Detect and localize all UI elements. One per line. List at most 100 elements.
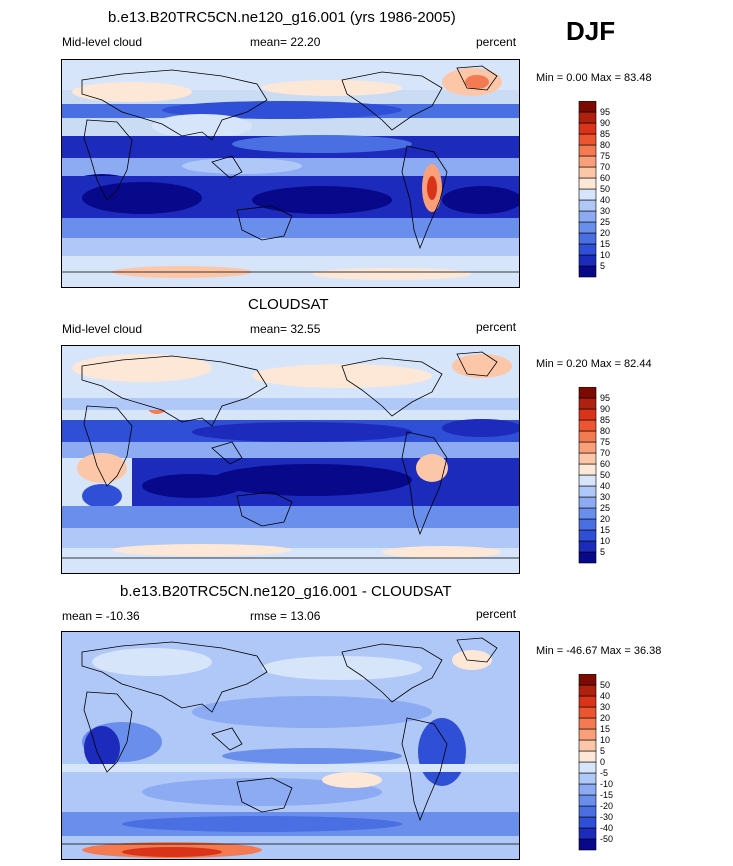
- colorbar-swatch: [578, 474, 597, 487]
- colorbar-tick-label: 50: [600, 470, 610, 480]
- colorbar-swatch: [578, 265, 597, 278]
- colorbar-tick-label: 60: [600, 459, 610, 469]
- panel-3-title: b.e13.B20TRC5CN.ne120_g16.001 - CLOUDSAT: [120, 583, 452, 600]
- colorbar-swatch: [578, 674, 597, 686]
- colorbar-tick-label: 15: [600, 525, 610, 535]
- colorbar-tick-label: -10: [600, 779, 613, 789]
- colorbar-swatch: [578, 452, 597, 465]
- panel-2-units: percent: [476, 320, 517, 334]
- colorbar-swatch: [578, 387, 597, 399]
- colorbar-swatch: [578, 254, 597, 267]
- colorbar-tick-label: -5: [600, 768, 608, 778]
- colorbar-swatch: [578, 717, 597, 730]
- colorbar-tick-label: 75: [600, 151, 610, 161]
- colorbar-tick-label: 60: [600, 173, 610, 183]
- colorbar-tick-label: 10: [600, 536, 610, 546]
- panel-1-title: b.e13.B20TRC5CN.ne120_g16.001 (yrs 1986-…: [108, 9, 456, 26]
- colorbar-swatch: [578, 122, 597, 135]
- colorbar-swatch: [578, 397, 597, 410]
- colorbar-swatch: [578, 783, 597, 796]
- colorbar-swatch: [578, 684, 597, 697]
- colorbar-swatch: [578, 221, 597, 234]
- colorbar-tick-label: 15: [600, 239, 610, 249]
- colorbar-tick-label: 10: [600, 250, 610, 260]
- colorbar-swatch: [578, 419, 597, 432]
- panel-2-minmax: Min = 0.20 Max = 82.44: [536, 358, 652, 370]
- colorbar-swatch: [578, 101, 597, 113]
- colorbar-tick-label: 20: [600, 514, 610, 524]
- panel-3-units: percent: [476, 607, 517, 621]
- colorbar-tick-label: -15: [600, 790, 613, 800]
- colorbar-swatch: [578, 794, 597, 807]
- colorbar-tick-label: 80: [600, 140, 610, 150]
- colorbar-tick-label: 20: [600, 228, 610, 238]
- colorbar-swatch: [578, 816, 597, 829]
- colorbar-tick-label: 20: [600, 713, 610, 723]
- panel-1-left-label: Mid-level cloud: [62, 35, 143, 49]
- colorbar-tick-label: -40: [600, 823, 613, 833]
- colorbar-swatch: [578, 507, 597, 520]
- colorbar-swatch: [578, 243, 597, 256]
- panel-3-map-svg: [62, 632, 519, 859]
- colorbar-swatch: [578, 133, 597, 146]
- panel-1-mean: mean= 22.20: [250, 35, 321, 49]
- colorbar-tick-label: 40: [600, 195, 610, 205]
- colorbar-tick-label: 40: [600, 481, 610, 491]
- colorbar-swatch: [578, 155, 597, 168]
- colorbar-swatch: [578, 827, 597, 840]
- season-label: DJF: [566, 16, 616, 46]
- colorbar-tick-label: 5: [600, 547, 605, 557]
- colorbar-swatch: [578, 111, 597, 124]
- colorbar-swatch: [578, 144, 597, 157]
- colorbar-tick-label: 85: [600, 415, 610, 425]
- colorbar-tick-label: -30: [600, 812, 613, 822]
- colorbar-swatch: [578, 485, 597, 498]
- colorbar-tick-label: 40: [600, 691, 610, 701]
- colorbar-tick-label: -20: [600, 801, 613, 811]
- colorbar-swatch: [578, 496, 597, 509]
- colorbar-tick-label: 70: [600, 162, 610, 172]
- colorbar-tick-label: 50: [600, 184, 610, 194]
- panel-1-map: [61, 59, 520, 288]
- colorbar-tick-label: 50: [600, 680, 610, 690]
- colorbar-swatch: [578, 166, 597, 179]
- colorbar-swatch: [578, 838, 597, 851]
- colorbar-tick-label: 5: [600, 261, 605, 271]
- colorbar-swatch: [578, 408, 597, 421]
- colorbar-swatch: [578, 706, 597, 719]
- colorbar-tick-label: 25: [600, 217, 610, 227]
- colorbar-swatch: [578, 750, 597, 763]
- colorbar-tick-label: 0: [600, 757, 605, 767]
- colorbar-tick-label: 90: [600, 118, 610, 128]
- colorbar-tick-label: 30: [600, 206, 610, 216]
- colorbar-tick-label: 95: [600, 393, 610, 403]
- colorbar-tick-label: 70: [600, 448, 610, 458]
- colorbar-tick-label: 15: [600, 724, 610, 734]
- panel-1-minmax: Min = 0.00 Max = 83.48: [536, 72, 652, 84]
- colorbar-swatch: [578, 529, 597, 542]
- colorbar-swatch: [578, 199, 597, 212]
- colorbar-tick-label: 85: [600, 129, 610, 139]
- panel-2-title: CLOUDSAT: [248, 296, 329, 313]
- colorbar-swatch: [578, 430, 597, 443]
- panel-3-minmax: Min = -46.67 Max = 36.38: [536, 645, 662, 657]
- colorbar-tick-label: 80: [600, 426, 610, 436]
- panel-3-map: [61, 631, 520, 860]
- colorbar-swatch: [578, 232, 597, 245]
- colorbar-tick-label: 95: [600, 107, 610, 117]
- panel-1-units: percent: [476, 35, 517, 49]
- panel-2-map-svg: [62, 346, 519, 573]
- panel-3-rmse: rmse = 13.06: [250, 609, 321, 623]
- colorbar-swatch: [578, 463, 597, 476]
- colorbar-tick-label: 30: [600, 492, 610, 502]
- panel-2-left-label: Mid-level cloud: [62, 322, 143, 336]
- colorbar-swatch: [578, 210, 597, 223]
- colorbar-tick-label: 10: [600, 735, 610, 745]
- panel-2-map: [61, 345, 520, 574]
- colorbar-tick-label: 90: [600, 404, 610, 414]
- colorbar-tick-label: -50: [600, 834, 613, 844]
- colorbar-tick-label: 25: [600, 503, 610, 513]
- colorbar-swatch: [578, 518, 597, 531]
